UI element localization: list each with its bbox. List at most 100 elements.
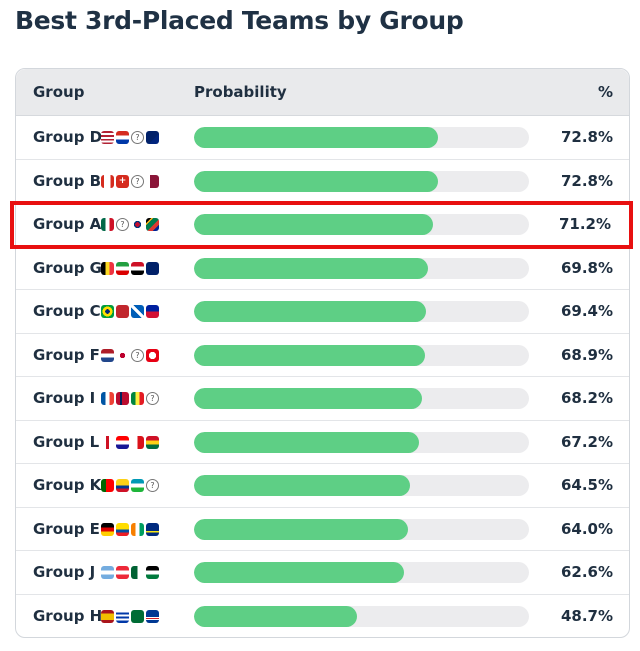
probability-bar-fill: [194, 562, 404, 583]
ecuador-flag-icon: [116, 522, 129, 536]
group-label: Group D: [33, 128, 103, 146]
probability-bar-track: [194, 562, 529, 583]
new-zealand-flag-icon: [146, 261, 159, 275]
colombia-flag-icon: [116, 479, 129, 492]
group-label: Group B: [33, 171, 102, 190]
table-row: Group J 62.6%: [16, 551, 629, 595]
table-row: Group E 64.0%: [16, 508, 629, 551]
team-flags: ?: [101, 479, 159, 492]
group-label: Group E: [33, 519, 100, 538]
mexico-flag-icon: [101, 218, 114, 231]
table-row: Group B +? 72.8%: [16, 160, 629, 203]
table-row: Group L 67.2%: [16, 421, 629, 464]
panama-flag-icon: [131, 435, 144, 449]
probability-bar-fill: [194, 301, 427, 322]
south-africa-flag-icon: [146, 218, 159, 231]
cape-verde-flag-icon: [146, 609, 159, 623]
jordan-flag-icon: [146, 566, 159, 579]
table-row: Group K? 64.5%: [16, 464, 629, 508]
probability-bar-track: [194, 605, 529, 627]
egypt-flag-icon: [131, 261, 144, 275]
table-row: Group A? 71.2%: [10, 201, 633, 249]
korea-flag-icon: [131, 218, 144, 231]
table-row: Group F? 68.9%: [16, 334, 629, 377]
scotland-flag-icon: [131, 305, 144, 318]
paraguay-flag-icon: [116, 131, 129, 144]
table-body: Group D? 72.8% Group B +? 72.8% Group A? 71.2%…: [10, 116, 633, 639]
probability-table: Group Probability % Group D? 72.8% Group B…: [10, 68, 633, 639]
group-label: Group C: [33, 302, 101, 320]
team-flags: +?: [101, 174, 159, 188]
spain-flag-icon: [101, 609, 114, 623]
algeria-flag-icon: [131, 566, 144, 579]
croatia-flag-icon: [116, 435, 129, 449]
probability-bar-fill: [194, 170, 438, 192]
probability-bar-fill: [194, 518, 409, 540]
tunisia-flag-icon: [146, 348, 159, 362]
probability-percent: 72.8%: [560, 171, 613, 190]
probability-bar-track: [194, 127, 529, 148]
team-flags: [101, 261, 159, 275]
probability-bar-track: [194, 214, 529, 235]
header-group: Group: [33, 83, 85, 101]
probability-bar-track: [194, 301, 529, 322]
probability-bar-fill: [194, 431, 420, 453]
probability-bar-track: [194, 431, 529, 453]
morocco-flag-icon: [116, 305, 129, 318]
table-row: Group I? 68.2%: [16, 377, 629, 421]
unknown-team-icon: ?: [146, 479, 159, 492]
australia-flag-icon: [146, 131, 159, 144]
france-flag-icon: [101, 392, 114, 405]
curacao-flag-icon: [146, 522, 159, 536]
argentina-flag-icon: [101, 566, 114, 579]
probability-percent: 71.2%: [558, 215, 611, 233]
team-flags: [101, 305, 159, 318]
probability-bar-fill: [194, 257, 428, 279]
probability-percent: 48.7%: [560, 606, 613, 625]
brazil-flag-icon: [101, 305, 114, 318]
haiti-flag-icon: [146, 305, 159, 318]
group-label: Group G: [33, 258, 102, 277]
probability-percent: 69.8%: [560, 258, 613, 277]
table-row: Group G 69.8%: [16, 247, 629, 290]
probability-percent: 68.2%: [560, 389, 613, 407]
team-flags: [101, 609, 159, 623]
probability-percent: 62.6%: [560, 563, 613, 581]
team-flags: [101, 522, 159, 536]
probability-bar-track: [194, 170, 529, 192]
table-row: Group H 48.7%: [16, 595, 629, 639]
canada-flag-icon: [101, 174, 114, 188]
ghana-flag-icon: [146, 435, 159, 449]
japan-flag-icon: [116, 348, 129, 362]
table-row: Group D? 72.8%: [16, 116, 629, 160]
team-flags: ?: [101, 392, 159, 405]
unknown-team-icon: ?: [116, 218, 129, 231]
unknown-team-icon: ?: [146, 392, 159, 405]
probability-bar-track: [194, 475, 529, 496]
probability-bar-track: [194, 388, 529, 409]
uzbekistan-flag-icon: [131, 479, 144, 492]
team-flags: ?: [101, 348, 159, 362]
table-row: Group C 69.4%: [16, 290, 629, 334]
group-label: Group L: [33, 432, 100, 451]
belgium-flag-icon: [101, 261, 114, 275]
probability-percent: 69.4%: [560, 302, 613, 320]
team-flags: [101, 435, 159, 449]
team-flags: ?: [101, 218, 159, 231]
probability-bar-track: [194, 257, 529, 279]
probability-bar-fill: [194, 214, 433, 235]
uruguay-flag-icon: [116, 609, 129, 623]
team-flags: ?: [101, 131, 159, 144]
england-flag-icon: [101, 435, 114, 449]
probability-bar-fill: [194, 127, 438, 148]
team-flags: [101, 566, 159, 579]
probability-bar-track: [194, 344, 529, 366]
iran-flag-icon: [116, 261, 129, 275]
netherlands-flag-icon: [101, 348, 114, 362]
probability-bar-fill: [194, 605, 358, 627]
probability-percent: 67.2%: [560, 432, 613, 451]
probability-percent: 68.9%: [560, 345, 613, 364]
switzerland-flag-icon: +: [116, 174, 129, 188]
probability-bar-track: [194, 518, 529, 540]
probability-bar-fill: [194, 344, 425, 366]
